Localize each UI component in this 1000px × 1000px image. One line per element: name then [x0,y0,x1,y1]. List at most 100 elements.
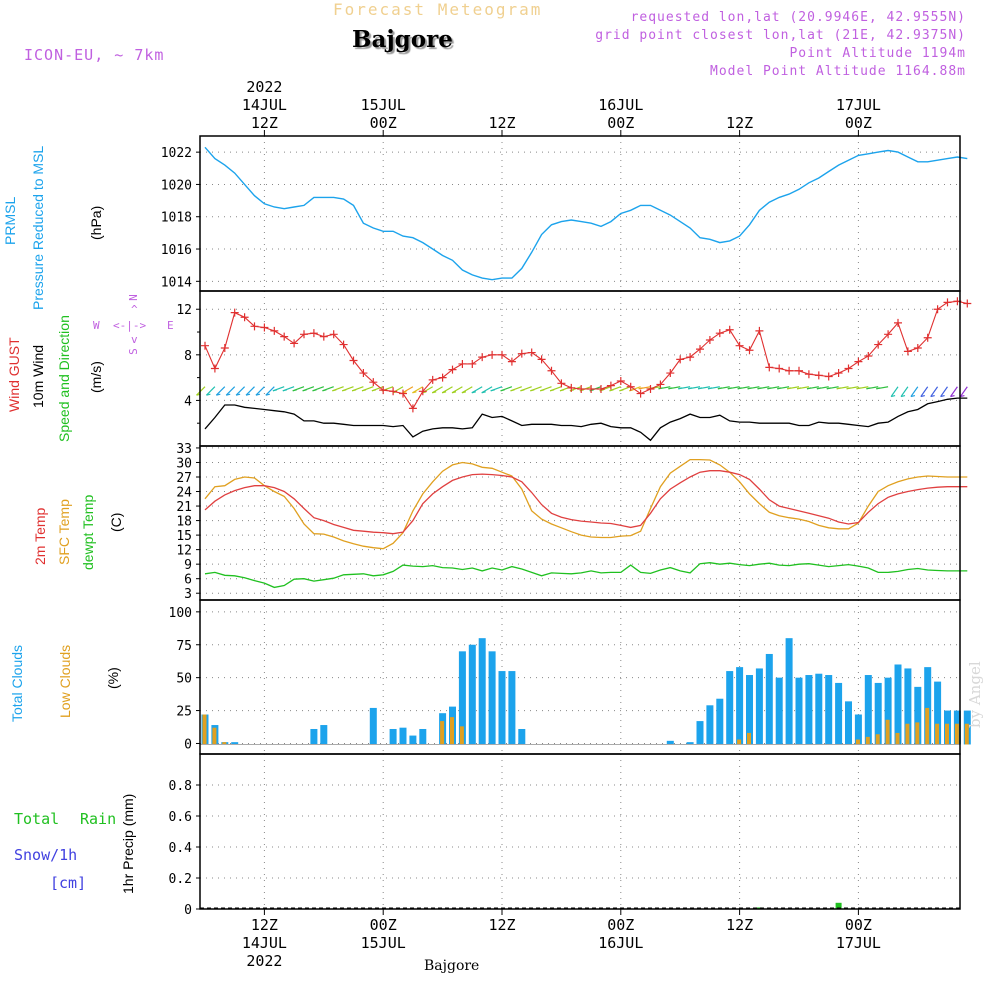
wind-direction-arrow [940,386,948,397]
total-cloud-bar [231,742,239,745]
gust-marker [280,332,289,341]
wind-arrow-head [245,393,251,396]
low-cloud-bar [212,727,217,745]
ytick-label: 27 [176,471,192,486]
gust-marker [616,377,625,386]
model-altitude: Model Point Altitude 1164.88m [710,64,966,79]
wind-speed-dir-label: Speed and Direction [56,315,72,442]
gust-marker [894,318,902,327]
total-cloud-bar [746,675,753,745]
wind-arrow-head [235,393,241,396]
wind-arrow-head [461,391,467,394]
wind-arrow-head [920,394,925,398]
top-hour-label: 00Z [370,114,397,132]
gust-marker [309,329,318,338]
gust-marker [903,347,912,356]
total-cloud-bar [835,682,843,745]
gust-marker [270,326,279,335]
bottom-date-label: 15JUL [361,934,406,952]
wind-arrow-head [737,387,742,390]
snow-label: Snow/1h [14,846,78,864]
gust-marker [349,356,358,365]
wind-arrow-head [900,394,906,398]
ytick-label: 12 [176,303,192,318]
wind-arrow-head [846,387,851,390]
wind-arrow-head [876,387,881,390]
total-cloud-bar [369,707,377,745]
gust-marker [319,332,328,341]
low-cloud-bar [459,726,464,745]
t2m-label: 2m Temp [32,507,48,565]
wind-arrow-head [451,391,457,394]
bottom-hour-label: 00Z [370,916,397,934]
gust-marker [923,333,932,342]
ytick-label: 18 [176,515,192,530]
gust-marker [418,387,427,396]
wind-arrow-head [206,393,211,396]
wind-arrow-head [816,387,822,390]
wind-arrow-head [361,389,367,392]
total-cloud-bar [785,638,793,745]
gust-marker [329,330,338,339]
wind-direction-arrow [245,386,255,396]
wind-arrow-head [216,393,221,396]
gust-marker [834,369,843,378]
wind-gust-label: Wind GUST [6,337,22,412]
low-cloud-bar [895,732,900,745]
ytick-label: 24 [176,486,192,501]
gust-marker [557,379,566,388]
low-cloud-bar [905,723,910,745]
wind-arrow-head [412,391,417,394]
low-cloud-bar [945,723,949,745]
wind-arrow-head [351,389,357,392]
ytick-label: 0.2 [169,872,192,887]
ytick-label: 100 [169,606,192,621]
dewpt-label: dewpt Temp [80,494,96,570]
low-cloud-bar [875,734,880,745]
wind-direction-arrow [910,386,919,397]
compass-south: S [126,348,140,355]
wind-arrow-head [890,394,896,398]
ytick-label: 50 [176,672,192,687]
gust-marker [775,364,784,373]
gust-marker [468,359,477,368]
wind-arrow-head [292,389,297,392]
gust-marker [230,308,239,317]
wind-direction-arrow [235,386,246,396]
gust-marker [824,372,833,381]
gust-marker [399,389,407,398]
total-cloud-bar [706,705,714,745]
wind-arrow-head [717,387,723,390]
watermark: by Angel [966,661,984,728]
ytick-label: 25 [176,705,192,720]
low-cloud-bar [885,719,890,745]
bottom-year-label: 2022 [246,952,282,970]
gust-marker [408,404,417,413]
wind-arrow-head [530,389,535,392]
pressure-unit: (hPa) [88,205,104,240]
wind-speed-line [204,397,968,442]
wind-arrow-head [226,393,231,396]
requested-coords: requested lon,lat (20.9946E, 42.9555N) [630,10,966,25]
wind-arrow-head [757,387,762,390]
wind-arrow-head [490,389,495,392]
top-hour-label: 12Z [726,114,753,132]
bottom-date-label: 14JUL [242,934,287,952]
clouds-unit: (%) [105,667,121,689]
total-cloud-bar [815,673,823,745]
total-cloud-bar [310,728,318,745]
compass-we-arrow: <-|-> [113,319,147,332]
wind-arrow-head [767,387,772,390]
total-cloud-bar [805,675,813,745]
grid-coords: grid point closest lon,lat (21E, 42.9375… [595,28,966,43]
total-cloud-bar [864,675,872,745]
point-altitude: Point Altitude 1194m [789,46,966,61]
ytick-label: 8 [184,349,192,364]
panel-frames [196,130,961,915]
gust-marker [379,386,388,395]
wind-direction-arrow [205,386,216,396]
total-cloud-bar [419,728,427,745]
total-cloud-bar [726,671,734,745]
ytick-label: 0 [184,737,192,752]
bottom-hour-label: 12Z [251,916,278,934]
